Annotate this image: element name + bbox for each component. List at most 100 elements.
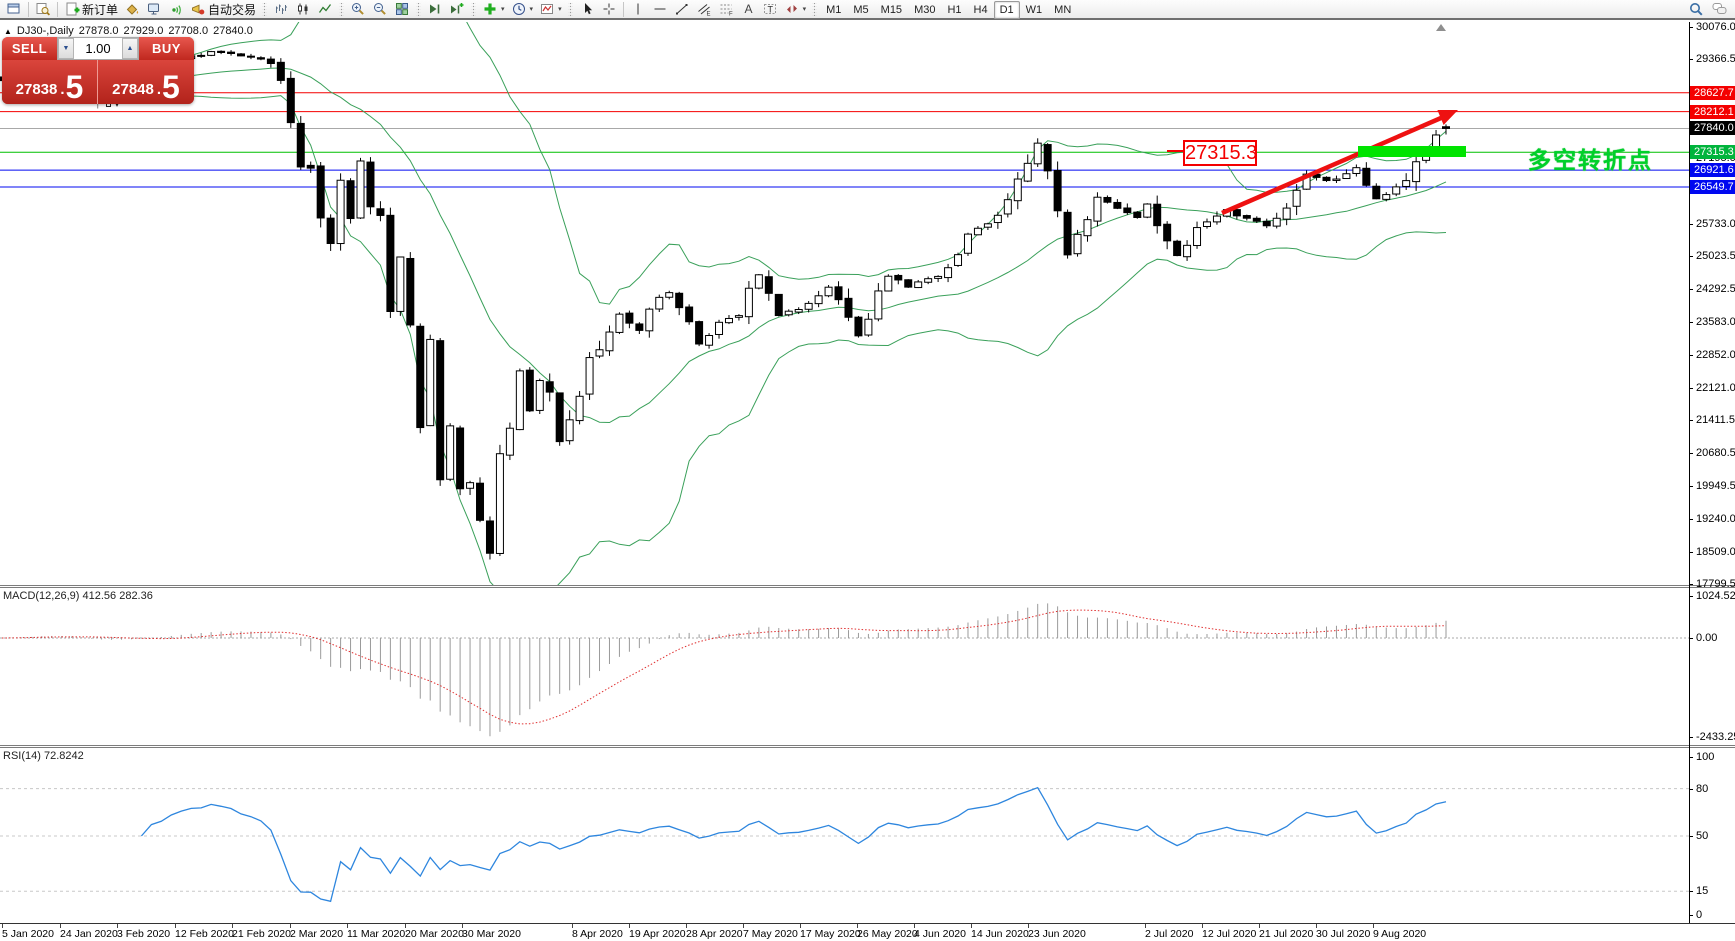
chart-title: ▲ DJ30-,Daily 27878.0 27929.0 27708.0 27… [4,25,253,37]
chart-shift-marker[interactable] [1436,24,1446,31]
horizontal-line-tool-icon[interactable] [649,0,671,18]
main-chart-canvas[interactable] [0,22,1735,585]
price-line-label: 26921.6 [1690,163,1735,177]
volume-increase-button[interactable]: ▲ [122,38,138,59]
bar-chart-mode-icon[interactable] [270,0,292,18]
search-icon[interactable] [1685,0,1708,18]
level-callout-box[interactable]: 27315.3 [1183,140,1258,166]
date-label: 30 Jul 2020 [1316,928,1371,940]
signal-icon[interactable] [165,0,187,18]
rsi-panel-canvas[interactable] [0,748,1735,923]
templates-button[interactable]: ▾ [536,0,565,18]
panel-splitter[interactable] [0,745,1735,748]
price-axis-border [1689,22,1690,923]
object-anchor-icon[interactable]: ▾ [115,100,120,109]
timeframe-m30[interactable]: M30 [914,4,936,16]
price-tick-label: 19240.0 [1696,513,1735,525]
trendline-tool-icon[interactable] [671,0,693,18]
timeframe-toolbar: M1 M5 M15 M30 H1 H4 D1 W1 MN [820,0,1077,19]
buy-button[interactable]: BUY [139,37,194,60]
bid-price-panel[interactable]: 27838 . 5 [2,60,98,104]
date-tick [914,924,915,928]
rsi-name: RSI(14) [3,750,41,762]
date-label: 2 Jul 2020 [1145,928,1194,940]
ask-price-panel[interactable]: 27848 . 5 [98,60,194,104]
date-tick [572,924,573,928]
new-order-button[interactable]: 新订单 [61,0,121,18]
zoom-out-icon[interactable] [369,0,391,18]
price-tick [1689,584,1693,585]
tile-windows-icon[interactable] [391,0,413,18]
price-tick [1689,388,1693,389]
date-label: 17 May 2020 [800,928,861,940]
date-label: 26 May 2020 [857,928,918,940]
sell-button[interactable]: SELL [2,37,57,60]
chevron-down-icon: ▾ [529,5,534,13]
volume-box: ▼ ▲ [57,37,139,60]
date-tick [232,924,233,928]
volume-input[interactable] [74,38,122,59]
price-tick [1689,420,1693,421]
rsi-tick [1689,836,1693,837]
date-tick [857,924,858,928]
toolbar-grip [567,2,573,16]
terminal-icon[interactable] [143,0,165,18]
chart-forward-icon[interactable] [424,0,446,18]
zoom-in-icon[interactable] [347,0,369,18]
autotrading-button[interactable]: 自动交易 [187,0,259,18]
timeframe-mn[interactable]: MN [1054,4,1072,16]
date-label: 3 Feb 2020 [117,928,171,940]
price-line-label: 28627.7 [1690,86,1735,100]
turning-point-annotation: 多空转折点 [1528,147,1653,173]
rsi-tick [1689,757,1693,758]
add-indicator-button[interactable]: ▾ [479,0,508,18]
line-chart-mode-icon[interactable] [314,0,336,18]
channel-tool-icon[interactable]: E [693,0,715,18]
data-window-icon[interactable] [32,0,54,18]
macd-panel-canvas[interactable] [0,588,1735,745]
volume-decrease-button[interactable]: ▼ [58,38,74,59]
timeframe-m15[interactable]: M15 [880,4,903,16]
text-tool-icon[interactable]: A [737,0,759,18]
svg-text:E: E [706,12,710,18]
chat-icon[interactable] [1708,0,1732,18]
chevron-down-icon: ▾ [501,5,505,13]
trend-arrow[interactable] [1221,110,1458,216]
timeframe-w1[interactable]: W1 [1025,4,1043,16]
collapse-triangle-icon[interactable]: ▲ [4,26,12,36]
cursor-tool-icon[interactable] [576,0,598,18]
timeframe-d1[interactable]: D1 [993,1,1020,19]
toolbar-grip [471,2,477,16]
timeframe-h4[interactable]: H4 [973,4,988,16]
date-label: 11 Mar 2020 [347,928,406,940]
date-tick [1373,924,1374,928]
price-tick [1689,224,1693,225]
date-axis[interactable]: 5 Jan 2020 24 Jan 2020 3 Feb 2020 12 Feb 20… [0,923,1735,941]
macd-tick [1689,596,1693,597]
toolbar-separator [28,1,29,17]
timeframe-m1[interactable]: M1 [826,4,842,16]
macd-indicator-label: MACD(12,26,9) 412.56 282.36 [3,590,153,602]
macd-histogram [11,603,1447,737]
support-highlight-bar[interactable] [1358,146,1466,157]
date-label: 12 Feb 2020 [175,928,234,940]
svg-text:A: A [744,2,752,16]
styles-bucket-icon[interactable] [121,0,143,18]
fibonacci-tool-icon[interactable]: F [715,0,737,18]
chart-shift-icon[interactable] [446,0,468,18]
timeframe-h1[interactable]: H1 [947,4,962,16]
date-tick [1028,924,1029,928]
panel-splitter[interactable] [0,585,1735,588]
horizontal-level-lines[interactable] [0,92,1689,188]
toolbar-grip [416,2,422,16]
date-tick [1202,924,1203,928]
text-label-tool-icon[interactable]: T [759,0,781,18]
arrows-tool-button[interactable]: ▾ [781,0,810,18]
chart-window-icon[interactable] [3,0,25,18]
price-axis[interactable]: 30076.029366.527195.026484.025733.025023… [1689,21,1735,941]
timeframe-m5[interactable]: M5 [853,4,869,16]
vertical-line-tool-icon[interactable] [627,0,649,18]
crosshair-tool-icon[interactable] [598,0,620,18]
periods-clock-button[interactable]: ▾ [508,0,537,18]
candlestick-mode-icon[interactable] [292,0,314,18]
